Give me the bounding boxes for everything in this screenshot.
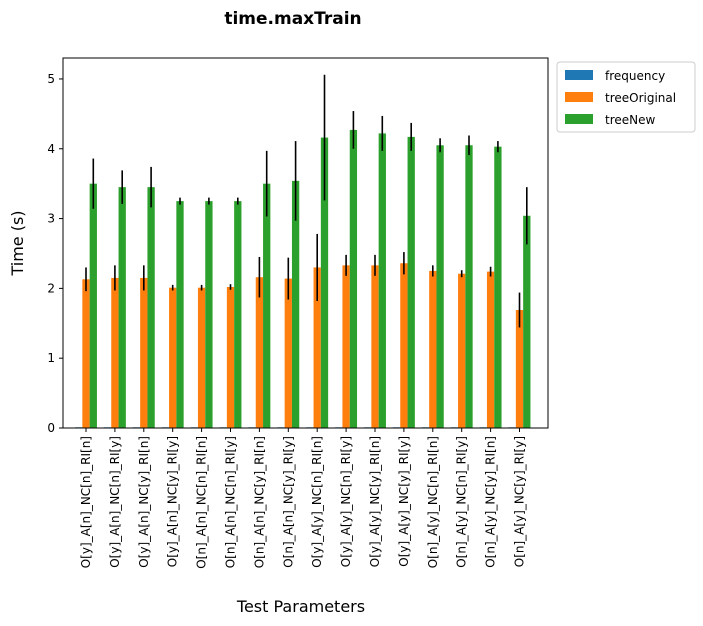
- y-tick-label-4: 4: [47, 142, 55, 156]
- bar-treeNew-4: [205, 201, 213, 428]
- legend-label-treeOriginal: treeOriginal: [605, 91, 676, 105]
- x-tick-label-3: O[y]_A[n]_NC[y]_RI[y]: [166, 436, 180, 567]
- bar-treeOriginal-9: [342, 265, 350, 428]
- bar-treeNew-11: [407, 136, 415, 428]
- bar-treeNew-0: [89, 183, 97, 428]
- y-tick-label-2: 2: [47, 281, 55, 295]
- error-bars-group: [85, 74, 528, 328]
- x-tick-label-14: O[n]_A[y]_NC[y]_RI[n]: [484, 436, 498, 568]
- bar-treeOriginal-12: [429, 270, 437, 428]
- x-tick-label-5: O[n]_A[n]_NC[n]_RI[y]: [224, 436, 238, 568]
- legend-swatch-treeNew: [565, 114, 593, 124]
- bar-treeOriginal-0: [82, 279, 90, 428]
- x-tick-label-8: O[y]_A[y]_NC[n]_RI[n]: [310, 436, 324, 568]
- bar-treeNew-12: [436, 145, 444, 428]
- bar-treeNew-2: [147, 187, 155, 428]
- bar-treeOriginal-8: [313, 267, 321, 428]
- legend-swatch-treeOriginal: [565, 92, 593, 102]
- y-tick-label-1: 1: [47, 351, 55, 365]
- chart-title: time.maxTrain: [224, 9, 361, 29]
- x-tick-label-10: O[y]_A[y]_NC[y]_RI[n]: [368, 436, 382, 567]
- bar-treeNew-8: [320, 137, 329, 428]
- bar-treeNew-15: [523, 215, 531, 428]
- legend: frequency treeOriginal treeNew: [556, 61, 696, 133]
- x-axis-label: Test Parameters: [236, 597, 365, 616]
- y-tick-label-0: 0: [47, 421, 55, 435]
- bar-treeOriginal-15: [515, 310, 524, 428]
- x-tick-label-7: O[n]_A[n]_NC[y]_RI[y]: [281, 436, 295, 568]
- bar-treeOriginal-5: [226, 286, 235, 428]
- bar-treeNew-10: [378, 133, 386, 428]
- x-tick-label-11: O[y]_A[y]_NC[y]_RI[y]: [397, 436, 411, 567]
- x-tick-label-13: O[n]_A[y]_NC[n]_RI[y]: [455, 436, 469, 568]
- bar-treeNew-1: [118, 187, 126, 428]
- legend-label-treeNew: treeNew: [605, 113, 656, 127]
- x-tick-label-1: O[y]_A[n]_NC[n]_RI[y]: [108, 436, 122, 568]
- x-tick-label-0: O[y]_A[n]_NC[n]_RI[n]: [79, 436, 93, 568]
- bar-treeOriginal-10: [371, 265, 379, 428]
- bar-treeOriginal-14: [486, 271, 495, 428]
- bar-treeNew-6: [263, 183, 271, 428]
- x-tick-label-6: O[n]_A[n]_NC[y]_RI[n]: [252, 436, 266, 568]
- y-axis-label: Time (s): [8, 210, 27, 276]
- legend-label-frequency: frequency: [605, 69, 665, 83]
- bar-treeOriginal-6: [255, 277, 264, 428]
- x-tick-label-15: O[n]_A[y]_NC[y]_RI[y]: [513, 436, 527, 567]
- bar-treeNew-9: [349, 129, 358, 428]
- bar-treeNew-14: [494, 146, 502, 428]
- bar-treeOriginal-13: [458, 273, 466, 428]
- bar-treeOriginal-4: [197, 287, 206, 428]
- bar-treeNew-7: [291, 180, 300, 428]
- bar-treeOriginal-1: [111, 277, 119, 428]
- x-axis: O[y]_A[n]_NC[n]_RI[n] O[y]_A[n]_NC[n]_RI[…: [79, 428, 527, 569]
- y-tick-label-5: 5: [47, 72, 55, 86]
- bar-treeOriginal-3: [169, 287, 177, 428]
- x-tick-label-9: O[y]_A[y]_NC[n]_RI[y]: [339, 436, 353, 567]
- x-tick-label-12: O[n]_A[y]_NC[n]_RI[n]: [426, 436, 440, 568]
- bar-treeNew-5: [234, 201, 242, 428]
- plot-area-frame: [62, 57, 549, 429]
- bar-treeOriginal-11: [400, 263, 408, 428]
- x-tick-label-4: O[n]_A[n]_NC[n]_RI[n]: [195, 436, 209, 569]
- bar-treeNew-3: [176, 201, 184, 428]
- x-tick-label-2: O[y]_A[n]_NC[y]_RI[n]: [137, 436, 151, 568]
- bars-group: [75, 129, 531, 428]
- bar-treeOriginal-7: [284, 278, 292, 428]
- bar-treeOriginal-2: [140, 277, 148, 428]
- bar-treeNew-13: [465, 145, 473, 428]
- legend-swatch-frequency: [565, 70, 593, 80]
- y-tick-label-3: 3: [47, 212, 55, 226]
- y-axis: 0 1 2 3 4 5: [47, 72, 63, 435]
